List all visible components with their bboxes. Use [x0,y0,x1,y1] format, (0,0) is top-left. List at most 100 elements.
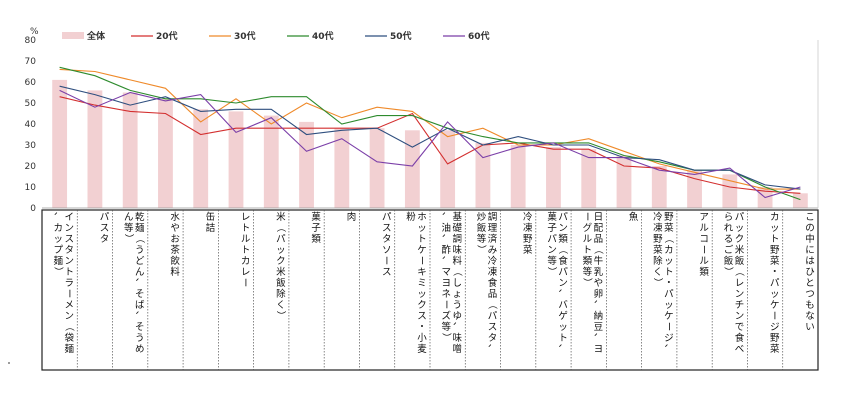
y-tick-label: 30 [25,141,37,151]
category-char: 等 [477,233,487,245]
legend-label: 全体 [86,30,106,42]
category-char: み [488,245,498,256]
category-char: パ [558,212,568,223]
category-char: れ [724,223,734,234]
category-char: 菓 [311,211,321,223]
category-char: レ [241,267,251,278]
category-char: ル [241,234,251,245]
category-char: 小 [417,333,427,344]
series-line [59,89,801,199]
bar [722,174,738,208]
category-char: 等 [124,222,134,234]
category-char: 済 [488,233,498,245]
category-char: 除 [276,288,286,300]
category-char: ジ [770,322,780,333]
category-char: 、 [440,212,451,222]
category-char: タ [488,333,498,344]
category-char: イ [65,212,75,223]
y-tick-label: 40 [25,120,37,130]
category-char: 品 [594,234,604,245]
category-char: ト [65,267,75,278]
category-char: 米 [276,266,286,278]
category-char: 配 [594,223,604,234]
category-char: ー [63,289,74,299]
category-char: ー [768,311,779,321]
category-char: チ [735,300,745,311]
category-char: ケ [770,300,780,311]
category-char: ヨ [594,344,604,355]
category-char: ト [241,223,251,234]
category-char: パ [770,278,780,289]
category-char: 乾 [135,211,145,223]
category-char: 菜 [770,255,780,267]
bar [158,98,173,208]
category-char: う [135,333,145,344]
category-char: ・ [770,267,780,278]
category-char: そ [135,322,145,333]
category-char: お [170,234,180,245]
category-char: ク [276,256,286,267]
category-char: ー [581,212,592,222]
y-tick-label: 70 [25,57,37,67]
category-char: ジ [664,333,674,344]
category-char: 豆 [594,322,604,333]
category-char: メ [65,300,75,311]
category-char: 野 [523,234,533,245]
category-char: 類 [311,234,321,245]
bar [263,115,279,208]
category-char: 、 [557,344,568,354]
category-char: 中 [805,233,815,245]
category-char: （ [63,322,75,332]
category-char: 野 [664,212,674,223]
category-char: ン [558,223,568,234]
category-char: プ [54,245,64,256]
bar [193,109,209,208]
category-char: 缶 [206,211,216,223]
y-axis: 0 10 20 30 40 50 60 70 80% [25,27,39,214]
category-char: 味 [453,332,463,344]
category-char: 冷 [653,211,663,223]
category-char: パ [100,212,110,223]
category-char: 飯 [724,255,734,267]
category-char: ソ [382,245,392,256]
category-char: 菜 [523,244,533,256]
category-char: 牛 [594,255,604,267]
category-char: ッ [417,289,427,300]
category-char: そ [135,289,145,300]
category-char: も [805,300,815,311]
category-char: ク [735,234,745,245]
category-char: ん [124,212,134,223]
category-char: で [735,322,745,333]
category-char: 噌 [453,343,463,355]
category-label: 缶詰 [206,211,216,234]
category-label: パスタ [100,212,110,245]
category-char: ン [735,311,745,322]
category-char: 飯 [276,277,286,289]
category-char: や [170,223,180,234]
category-char: カ [54,223,64,234]
category-char: カ [664,245,674,256]
category-char: パ [547,234,557,245]
category-char: ッ [54,234,64,245]
category-char: ス [382,267,392,278]
legend-label: 30代 [234,30,256,42]
category-char: 、 [592,300,603,310]
category-char: 油 [442,222,452,234]
category-char: 、 [662,344,673,354]
category-char: （ [733,267,745,277]
category-char: 米 [276,211,286,223]
bar [546,147,561,208]
category-char: 類 [699,267,709,278]
category-char: 子 [547,223,557,234]
category-char: 魚 [629,211,639,223]
category-char: 食 [558,255,568,267]
category-char: パ [382,212,392,223]
category-char: 調 [488,211,498,223]
